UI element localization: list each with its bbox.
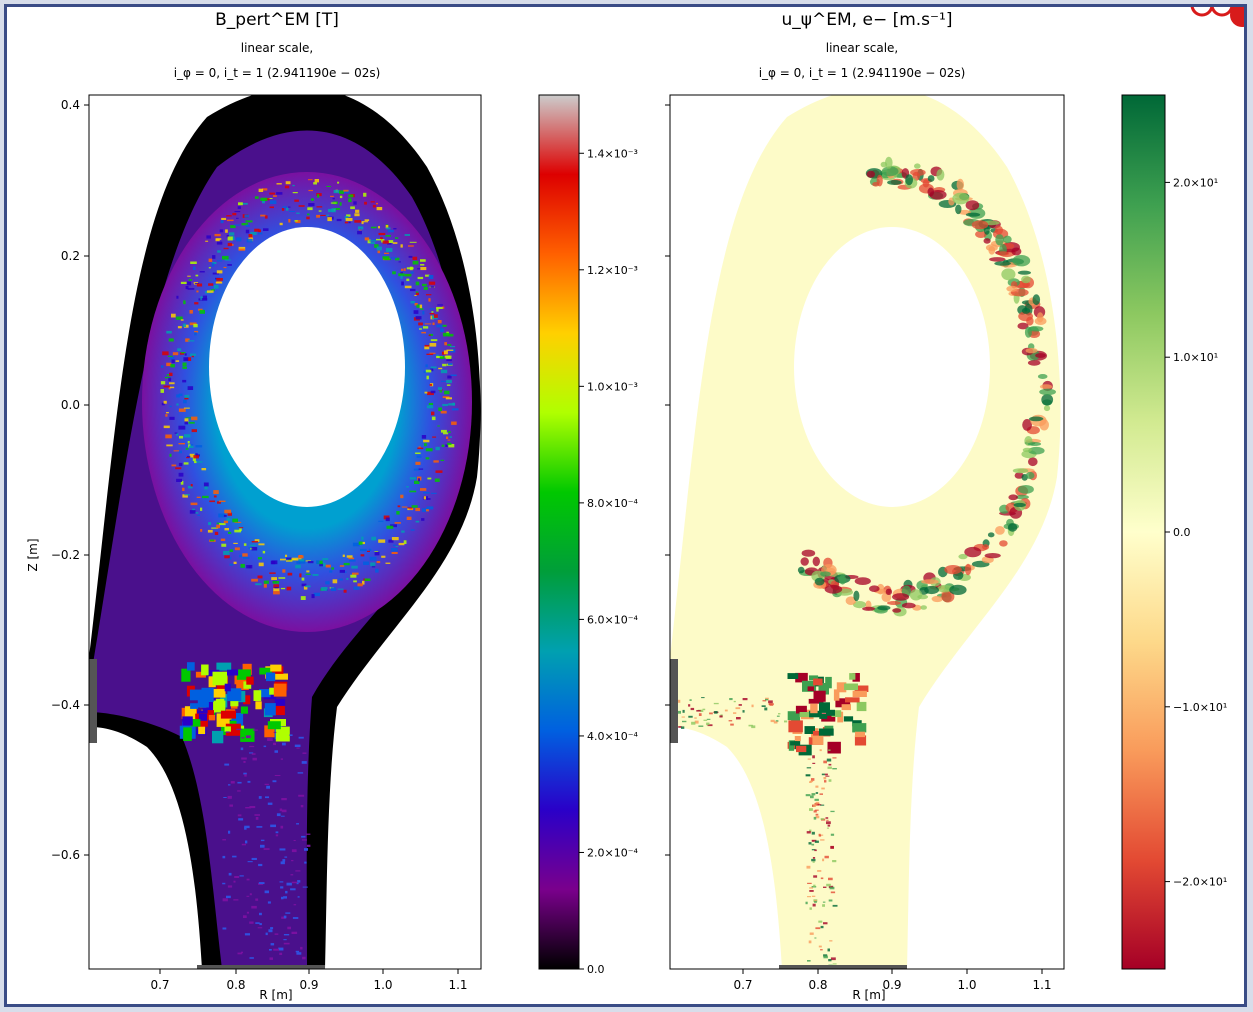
colorbar-left [538, 94, 580, 970]
colorbar-ticks-left: 0.0 2.0×10⁻⁴ 4.0×10⁻⁴ 6.0×10⁻⁴ 8.0×10⁻⁴ 1.0×1… [579, 147, 639, 976]
x-tick-label: 1.0 [373, 978, 392, 992]
x-tick-label: 0.8 [226, 978, 245, 992]
colorbar-tick-label: 6.0×10⁻⁴ [587, 613, 639, 626]
chart-subtitle-right: linear scale, [826, 41, 899, 55]
x-tick-label: 0.7 [733, 978, 752, 992]
colorbar-tick-label: 1.0×10⁻³ [587, 380, 638, 393]
limiter-left [89, 659, 97, 743]
panel-left: B_pert^EM [T] linear scale, i_φ = 0, i_t… [26, 10, 639, 1002]
colorbar-ticks-right: 2.0×10¹ 1.0×10¹ 0.0 −1.0×10¹ −2.0×10¹ [1165, 176, 1227, 889]
chart-timelabel-right: i_φ = 0, i_t = 1 (2.941190e − 02s) [759, 66, 966, 80]
limiter-right [670, 659, 678, 743]
heatmap-right [670, 95, 1064, 969]
colorbar-tick-label: 0.0 [1173, 526, 1191, 539]
y-tick-label: −0.4 [51, 698, 80, 712]
corner-logo-fragment [1190, 7, 1244, 27]
chart-title-left: B_pert^EM [T] [215, 10, 339, 30]
colorbar-tick-label: −2.0×10¹ [1173, 876, 1227, 889]
colorbar-tick-label: 8.0×10⁻⁴ [587, 497, 639, 510]
panel-right: u_ψ^EM, e− [m.s⁻¹] linear scale, i_φ = 0… [665, 10, 1227, 1002]
axes-right [669, 94, 1065, 970]
y-tick-label: 0.0 [61, 398, 80, 412]
x-ticks-right: 0.7 0.8 0.9 1.0 1.1 [733, 969, 1052, 992]
colorbar-tick-label: 2.0×10¹ [1173, 176, 1218, 189]
plasma-hole-right [794, 227, 990, 507]
y-tick-label: −0.2 [51, 548, 80, 562]
x-tick-label: 0.9 [882, 978, 901, 992]
colorbar-right [1121, 94, 1166, 970]
y-ticks-left: 0.4 0.2 0.0 −0.2 −0.4 −0.6 [51, 98, 89, 862]
chart-timelabel-left: i_φ = 0, i_t = 1 (2.941190e − 02s) [174, 66, 381, 80]
heatmap-left [89, 95, 481, 969]
colorbar-tick-label: 1.2×10⁻³ [587, 264, 638, 277]
x-tick-label: 1.0 [957, 978, 976, 992]
y-tick-label: 0.2 [61, 249, 80, 263]
x-tick-label: 0.7 [150, 978, 169, 992]
x-ticks-left: 0.7 0.8 0.9 1.0 1.1 [150, 969, 468, 992]
x-tick-label: 0.9 [299, 978, 318, 992]
colorbar-tick-label: 1.0×10¹ [1173, 351, 1218, 364]
chart-subtitle-left: linear scale, [241, 41, 314, 55]
x-tick-label: 1.1 [1032, 978, 1051, 992]
y-axis-label-left: Z [m] [26, 538, 40, 571]
x-axis-label-left: R [m] [259, 988, 292, 1002]
figure-frame: B_pert^EM [T] linear scale, i_φ = 0, i_t… [4, 4, 1247, 1007]
colorbar-tick-label: 1.4×10⁻³ [587, 147, 638, 160]
colorbar-tick-label: 4.0×10⁻⁴ [587, 730, 639, 743]
y-tick-label: −0.6 [51, 848, 80, 862]
y-tick-label: 0.4 [61, 98, 80, 112]
x-tick-label: 0.8 [808, 978, 827, 992]
colorbar-tick-label: 2.0×10⁻⁴ [587, 846, 639, 859]
y-ticks-right [665, 104, 670, 856]
plasma-hole-left [209, 227, 405, 507]
divertor-left [197, 965, 325, 969]
x-axis-label-right: R [m] [852, 988, 885, 1002]
colorbar-tick-label: −1.0×10¹ [1173, 701, 1227, 714]
figure: B_pert^EM [T] linear scale, i_φ = 0, i_t… [26, 10, 1227, 1002]
colorbar-tick-label: 0.0 [587, 963, 605, 976]
axes-left [88, 94, 482, 970]
divertor-right [779, 965, 907, 969]
chart-title-right: u_ψ^EM, e− [m.s⁻¹] [782, 10, 953, 30]
x-tick-label: 1.1 [448, 978, 467, 992]
